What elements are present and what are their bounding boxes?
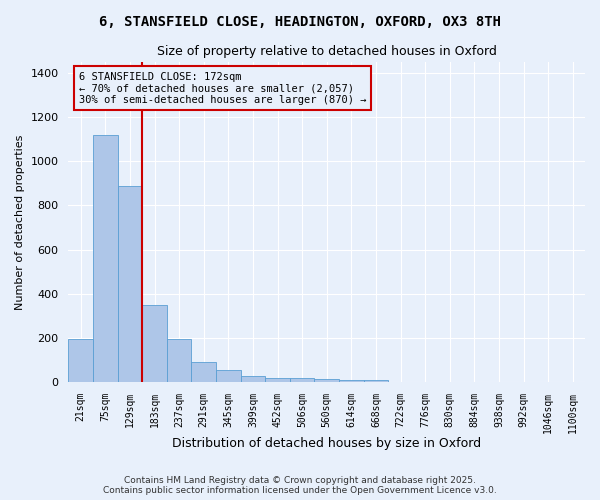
Title: Size of property relative to detached houses in Oxford: Size of property relative to detached ho…	[157, 45, 497, 58]
Bar	[241, 376, 265, 382]
Bar	[339, 380, 364, 382]
Bar	[290, 378, 314, 382]
Bar	[364, 380, 388, 382]
Bar	[167, 338, 191, 382]
Text: 6, STANSFIELD CLOSE, HEADINGTON, OXFORD, OX3 8TH: 6, STANSFIELD CLOSE, HEADINGTON, OXFORD,…	[99, 15, 501, 29]
Bar	[314, 378, 339, 382]
Bar	[118, 186, 142, 382]
Bar	[93, 135, 118, 382]
Bar	[265, 378, 290, 382]
Text: Contains HM Land Registry data © Crown copyright and database right 2025.
Contai: Contains HM Land Registry data © Crown c…	[103, 476, 497, 495]
Bar	[142, 304, 167, 382]
Bar	[216, 370, 241, 382]
Bar	[68, 338, 93, 382]
Bar	[191, 362, 216, 382]
Text: 6 STANSFIELD CLOSE: 172sqm
← 70% of detached houses are smaller (2,057)
30% of s: 6 STANSFIELD CLOSE: 172sqm ← 70% of deta…	[79, 72, 366, 104]
X-axis label: Distribution of detached houses by size in Oxford: Distribution of detached houses by size …	[172, 437, 481, 450]
Y-axis label: Number of detached properties: Number of detached properties	[15, 134, 25, 310]
